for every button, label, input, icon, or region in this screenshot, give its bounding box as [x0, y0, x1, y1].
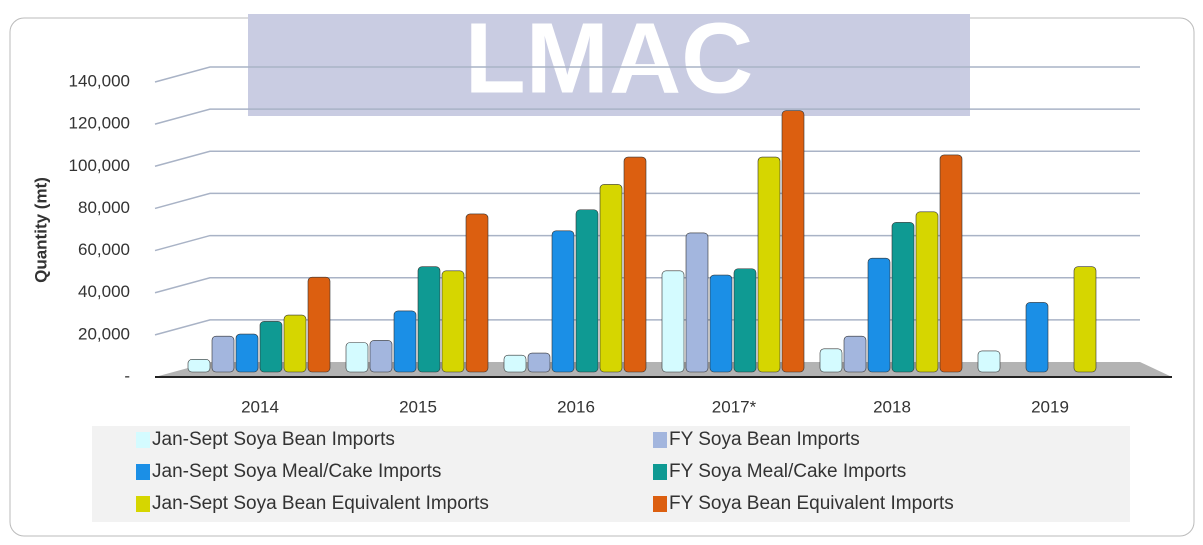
x-tick-label: 2014	[241, 397, 279, 416]
bar	[441, 270, 465, 373]
bar	[685, 232, 709, 373]
bar	[977, 350, 1001, 373]
bar	[503, 354, 527, 373]
logo-text: LMAC	[465, 2, 754, 114]
bar	[1073, 266, 1097, 373]
bar	[915, 211, 939, 373]
x-tick-label: 2015	[399, 397, 437, 416]
legend-swatch	[653, 432, 667, 448]
grid-line	[154, 108, 1140, 125]
x-tick-label: 2016	[557, 397, 595, 416]
bar	[757, 156, 781, 373]
bar	[623, 156, 647, 373]
bar	[187, 359, 211, 373]
x-tick-label: 2017*	[712, 397, 757, 416]
bar	[235, 333, 259, 373]
bar	[661, 270, 685, 373]
bar	[283, 314, 307, 373]
bar	[939, 154, 963, 373]
grid-line	[154, 66, 1140, 83]
bar	[843, 335, 867, 373]
legend-label: Jan-Sept Soya Meal/Cake Imports	[152, 461, 441, 482]
y-tick-label: 120,000	[69, 114, 130, 133]
legend-label: Jan-Sept Soya Bean Equivalent Imports	[152, 493, 489, 514]
y-tick-label: -	[124, 366, 130, 385]
bar	[733, 268, 757, 373]
bar	[709, 274, 733, 373]
x-tick-label: 2018	[873, 397, 911, 416]
bar	[599, 184, 623, 373]
bar	[369, 340, 393, 373]
grid-line	[154, 192, 1140, 210]
x-tick-label: 2019	[1031, 397, 1069, 416]
legend-swatch	[136, 464, 150, 480]
bar	[211, 335, 235, 373]
bar	[393, 310, 417, 373]
legend-box	[92, 426, 1130, 522]
legend-label: Jan-Sept Soya Bean Imports	[152, 429, 395, 450]
legend-swatch	[653, 496, 667, 512]
bar	[417, 266, 441, 373]
bar	[1025, 302, 1049, 373]
bar	[867, 257, 891, 373]
bar	[307, 276, 331, 373]
y-tick-label: 140,000	[69, 71, 130, 90]
legend-swatch	[653, 464, 667, 480]
grid-line	[154, 276, 1140, 294]
grid-line	[154, 234, 1140, 252]
grid-line	[154, 319, 1140, 336]
bar	[891, 222, 915, 373]
bar	[575, 209, 599, 373]
bar	[465, 213, 489, 373]
y-tick-label: 40,000	[78, 282, 130, 301]
legend-swatch	[136, 432, 150, 448]
legend-label: FY Soya Meal/Cake Imports	[669, 461, 906, 482]
bar	[819, 348, 843, 373]
y-axis-title: Quantity (mt)	[31, 177, 50, 283]
y-tick-label: 100,000	[69, 156, 130, 175]
y-tick-label: 60,000	[78, 240, 130, 259]
legend-swatch	[136, 496, 150, 512]
legend-label: FY Soya Bean Imports	[669, 429, 860, 450]
bar	[551, 230, 575, 373]
logo-box	[248, 14, 970, 116]
bar	[345, 342, 369, 373]
y-tick-label: 20,000	[78, 324, 130, 343]
bar	[781, 110, 805, 373]
y-tick-label: 80,000	[78, 198, 130, 217]
bar	[527, 352, 551, 373]
grid-line	[154, 150, 1140, 168]
legend-label: FY Soya Bean Equivalent Imports	[669, 493, 954, 514]
bar	[259, 321, 283, 373]
